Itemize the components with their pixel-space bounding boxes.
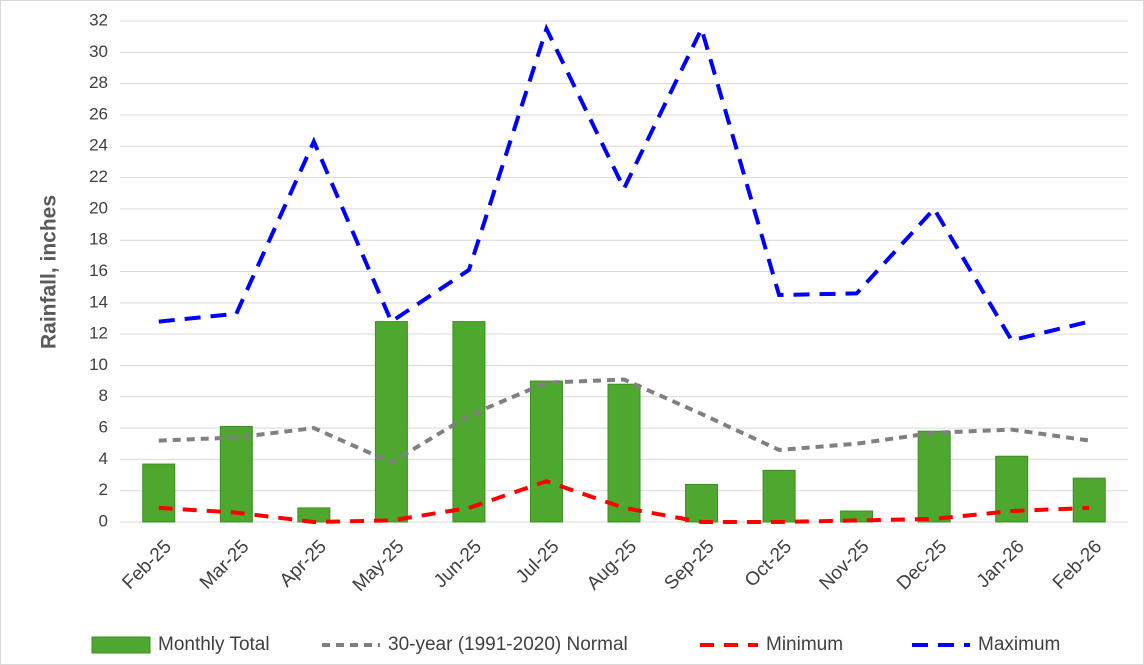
- bar: [452, 321, 486, 523]
- y-tick-label: 2: [99, 480, 108, 499]
- bar: [917, 430, 951, 523]
- y-tick-label: 30: [89, 42, 108, 61]
- legend-label: 30-year (1991-2020) Normal: [388, 634, 628, 655]
- y-tick-label: 32: [89, 10, 108, 29]
- y-tick-label: 8: [99, 386, 108, 405]
- line-series: [158, 479, 1090, 525]
- bar: [607, 383, 641, 523]
- line-series: [158, 23, 1090, 343]
- y-tick-label: 18: [89, 230, 108, 249]
- y-tick-label: 26: [89, 104, 108, 123]
- y-tick-label: 6: [99, 418, 108, 437]
- y-tick-label: 20: [89, 198, 108, 217]
- y-tick-label: 28: [89, 73, 108, 92]
- bar: [1072, 477, 1106, 523]
- bar: [762, 469, 796, 523]
- y-tick-label: 16: [89, 261, 108, 280]
- bar: [142, 463, 176, 523]
- y-tick-label: 14: [89, 292, 108, 311]
- y-axis-label: Rainfall, inches: [38, 195, 61, 349]
- y-tick-label: 10: [89, 355, 108, 374]
- y-tick-label: 0: [99, 511, 108, 530]
- bar: [219, 425, 253, 523]
- bar: [685, 483, 719, 523]
- y-tick-label: 22: [89, 167, 108, 186]
- y-tick-label: 12: [89, 324, 108, 343]
- legend-label: Maximum: [978, 634, 1060, 655]
- bar: [529, 380, 563, 523]
- legend-label: Monthly Total: [158, 634, 270, 655]
- line-series: [158, 377, 1090, 465]
- y-tick-label: 4: [99, 449, 108, 468]
- bar: [374, 321, 408, 523]
- legend-swatch: [91, 636, 151, 654]
- legend-label: Minimum: [766, 634, 843, 655]
- y-tick-label: 24: [89, 136, 108, 155]
